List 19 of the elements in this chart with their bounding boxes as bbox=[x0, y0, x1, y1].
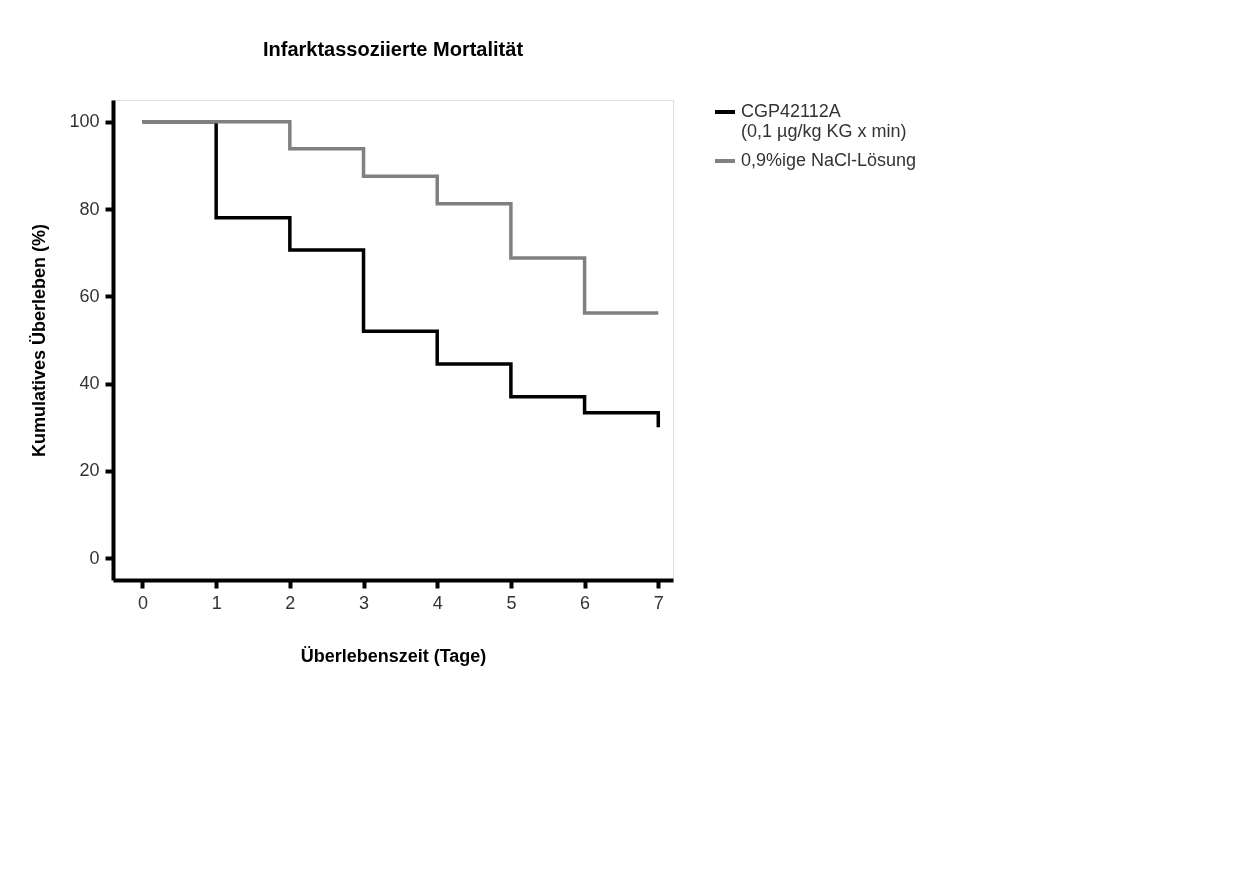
x-tick-label: 3 bbox=[359, 592, 370, 613]
x-tick-label: 4 bbox=[432, 592, 443, 613]
x-tick-label: 2 bbox=[285, 592, 296, 613]
y-tick-label: 60 bbox=[79, 285, 100, 306]
x-tick-label: 6 bbox=[580, 592, 591, 613]
legend-label: 0,9%ige NaCl-Lösung bbox=[741, 150, 917, 170]
chart-title: Infarktassoziierte Mortalität bbox=[262, 38, 524, 60]
x-tick-label: 7 bbox=[653, 592, 664, 613]
y-tick-label: 0 bbox=[89, 547, 100, 568]
y-tick-label: 80 bbox=[79, 198, 100, 219]
x-axis-title: Überlebenszeit (Tage) bbox=[300, 645, 487, 666]
y-axis-title: Kumulatives Überleben (%) bbox=[29, 223, 50, 458]
legend-label: CGP42112A (0,1 µg/kg KG x min) bbox=[741, 101, 907, 141]
y-tick-label: 20 bbox=[79, 460, 100, 481]
y-tick-label: 100 bbox=[69, 111, 100, 132]
y-tick-label: 40 bbox=[79, 373, 100, 394]
x-tick-label: 0 bbox=[137, 592, 148, 613]
x-tick-label: 1 bbox=[211, 592, 222, 613]
x-tick-label: 5 bbox=[506, 592, 517, 613]
